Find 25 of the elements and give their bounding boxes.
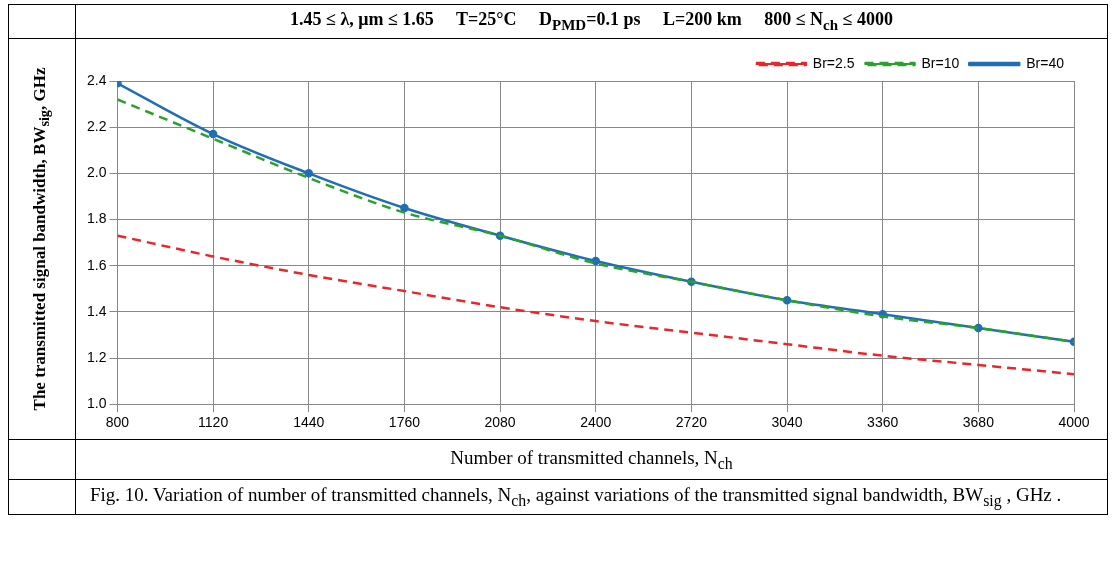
x-tick-label: 4000 <box>1058 414 1090 431</box>
legend-label: Br=2.5 <box>812 54 855 71</box>
y-tick-label: 1.2 <box>86 348 107 365</box>
legend-label: Br=10 <box>921 54 960 71</box>
x-tick-label: 2400 <box>580 414 612 431</box>
x-axis-title: Number of transmitted channels, N$_{ch}$ <box>75 439 1108 480</box>
legend-label: Br=40 <box>1026 54 1065 71</box>
y-tick-label: 1.8 <box>86 210 107 227</box>
x-tick-label: 1440 <box>293 414 325 431</box>
x-tick-label: 800 <box>105 414 130 431</box>
chart-title: 1.45 ≤ λ, μm ≤ 1.65 T=25°C D$_{PMD}$=0.1 ps L=200 km 800 ≤ N$_{ch}$ ≤ 4000 <box>75 4 1108 39</box>
x-tick-label: 3040 <box>771 414 803 431</box>
x-tick-label: 1760 <box>388 414 421 431</box>
y-tick-label: 2.0 <box>86 164 107 181</box>
y-tick-label: 1.0 <box>86 395 107 412</box>
x-tick-label: 3680 <box>962 414 995 431</box>
y-tick-label: 1.6 <box>86 256 107 273</box>
caption: Fig. 10. Variation of number of transmitted channels, N$_{ch}$, against variations of the transmitted signal bandwidth, BW$_{sig}$ , GHz . <box>90 484 1063 510</box>
y-tick-label: 1.4 <box>86 302 107 319</box>
x-tick-label: 3360 <box>867 414 899 431</box>
y-tick-label: 2.4 <box>86 71 107 88</box>
y-tick-label: 2.2 <box>86 118 107 135</box>
x-tick-label: 1120 <box>198 414 229 431</box>
x-tick-label: 2720 <box>675 414 708 431</box>
x-tick-label: 2080 <box>484 414 516 431</box>
